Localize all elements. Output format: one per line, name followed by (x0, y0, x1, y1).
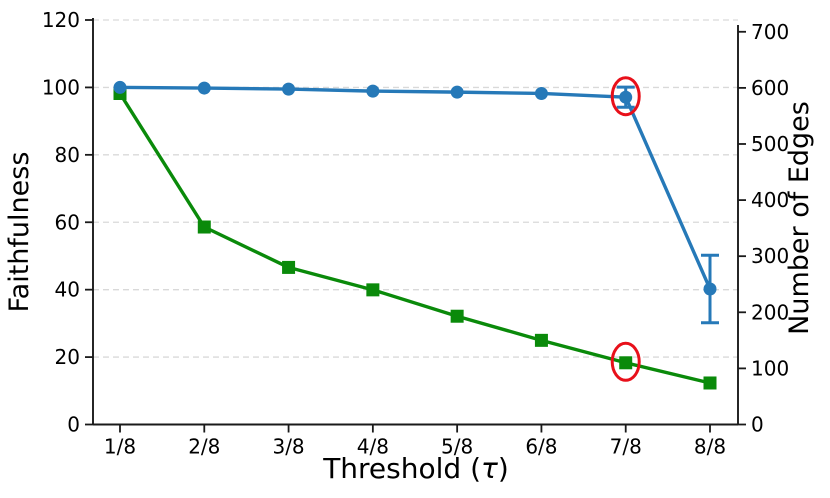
x-axis-tick-label: 8/8 (694, 435, 726, 459)
faithfulness-marker (113, 80, 127, 94)
x-axis-label: Threshold (τ) (322, 452, 509, 485)
right-axis-tick-label: 400 (751, 188, 789, 212)
right-axis-tick-label: 200 (751, 300, 789, 324)
x-axis-label-tau: τ (481, 452, 498, 485)
left-axis-tick-label: 120 (42, 8, 80, 32)
right-axis-tick-label: 0 (751, 413, 764, 437)
highlight-ellipse (610, 76, 641, 117)
x-axis-tick-label: 5/8 (441, 435, 473, 459)
faithfulness-marker (450, 85, 464, 99)
edges-marker (197, 220, 211, 234)
faithfulness-line (118, 85, 712, 291)
left-axis-tick-label: 60 (55, 210, 80, 234)
faithfulness-marker (703, 282, 717, 296)
right-axis-tick-label: 300 (751, 244, 789, 268)
edges-marker (450, 309, 464, 323)
faithfulness-marker (619, 90, 633, 104)
left-axis-tick-label: 0 (67, 413, 80, 437)
right-axis-tick-label: 600 (751, 76, 789, 100)
left-axis-tick-label: 40 (55, 278, 80, 302)
edges-marker (534, 333, 548, 347)
annotation-ellipses (610, 76, 641, 382)
edges-marker (366, 283, 380, 297)
left-axis-label: Faithfulness (4, 152, 35, 313)
edges-marker (619, 356, 633, 370)
faithfulness-marker (366, 84, 380, 98)
faithfulness-marker (197, 81, 211, 95)
x-axis-tick-label: 2/8 (188, 435, 220, 459)
x-axis-tick-label: 7/8 (610, 435, 642, 459)
left-axis-tick-label: 20 (55, 345, 80, 369)
x-axis-tick-label: 6/8 (525, 435, 557, 459)
right-axis-tick-label: 700 (751, 20, 789, 44)
right-axis-tick-label: 100 (751, 356, 789, 380)
left-axis-tick-label: 100 (42, 75, 80, 99)
faithfulness-marker (282, 82, 296, 96)
edges-marker (282, 260, 296, 274)
x-axis-tick-label: 4/8 (357, 435, 389, 459)
x-axis-tick-label: 1/8 (104, 435, 136, 459)
faithfulness-marker (534, 86, 548, 100)
right-axis-label: Number of Edges (784, 101, 815, 335)
highlight-ellipse (610, 341, 641, 382)
edges-marker (703, 376, 717, 390)
edges-line (118, 91, 712, 385)
x-axis-label-prefix: Threshold ( (322, 452, 481, 485)
left-axis-tick-label: 80 (55, 143, 80, 167)
right-axis-tick-label: 500 (751, 132, 789, 156)
axes: 0 20 40 60 80 100 120 0 100 200 300 400 500 600 700 1/8… (42, 8, 789, 459)
x-axis-tick-label: 3/8 (272, 435, 304, 459)
x-axis-label-suffix: ) (498, 452, 509, 485)
gridlines (93, 19, 738, 358)
